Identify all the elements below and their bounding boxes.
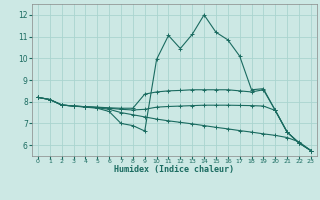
X-axis label: Humidex (Indice chaleur): Humidex (Indice chaleur) <box>115 165 234 174</box>
